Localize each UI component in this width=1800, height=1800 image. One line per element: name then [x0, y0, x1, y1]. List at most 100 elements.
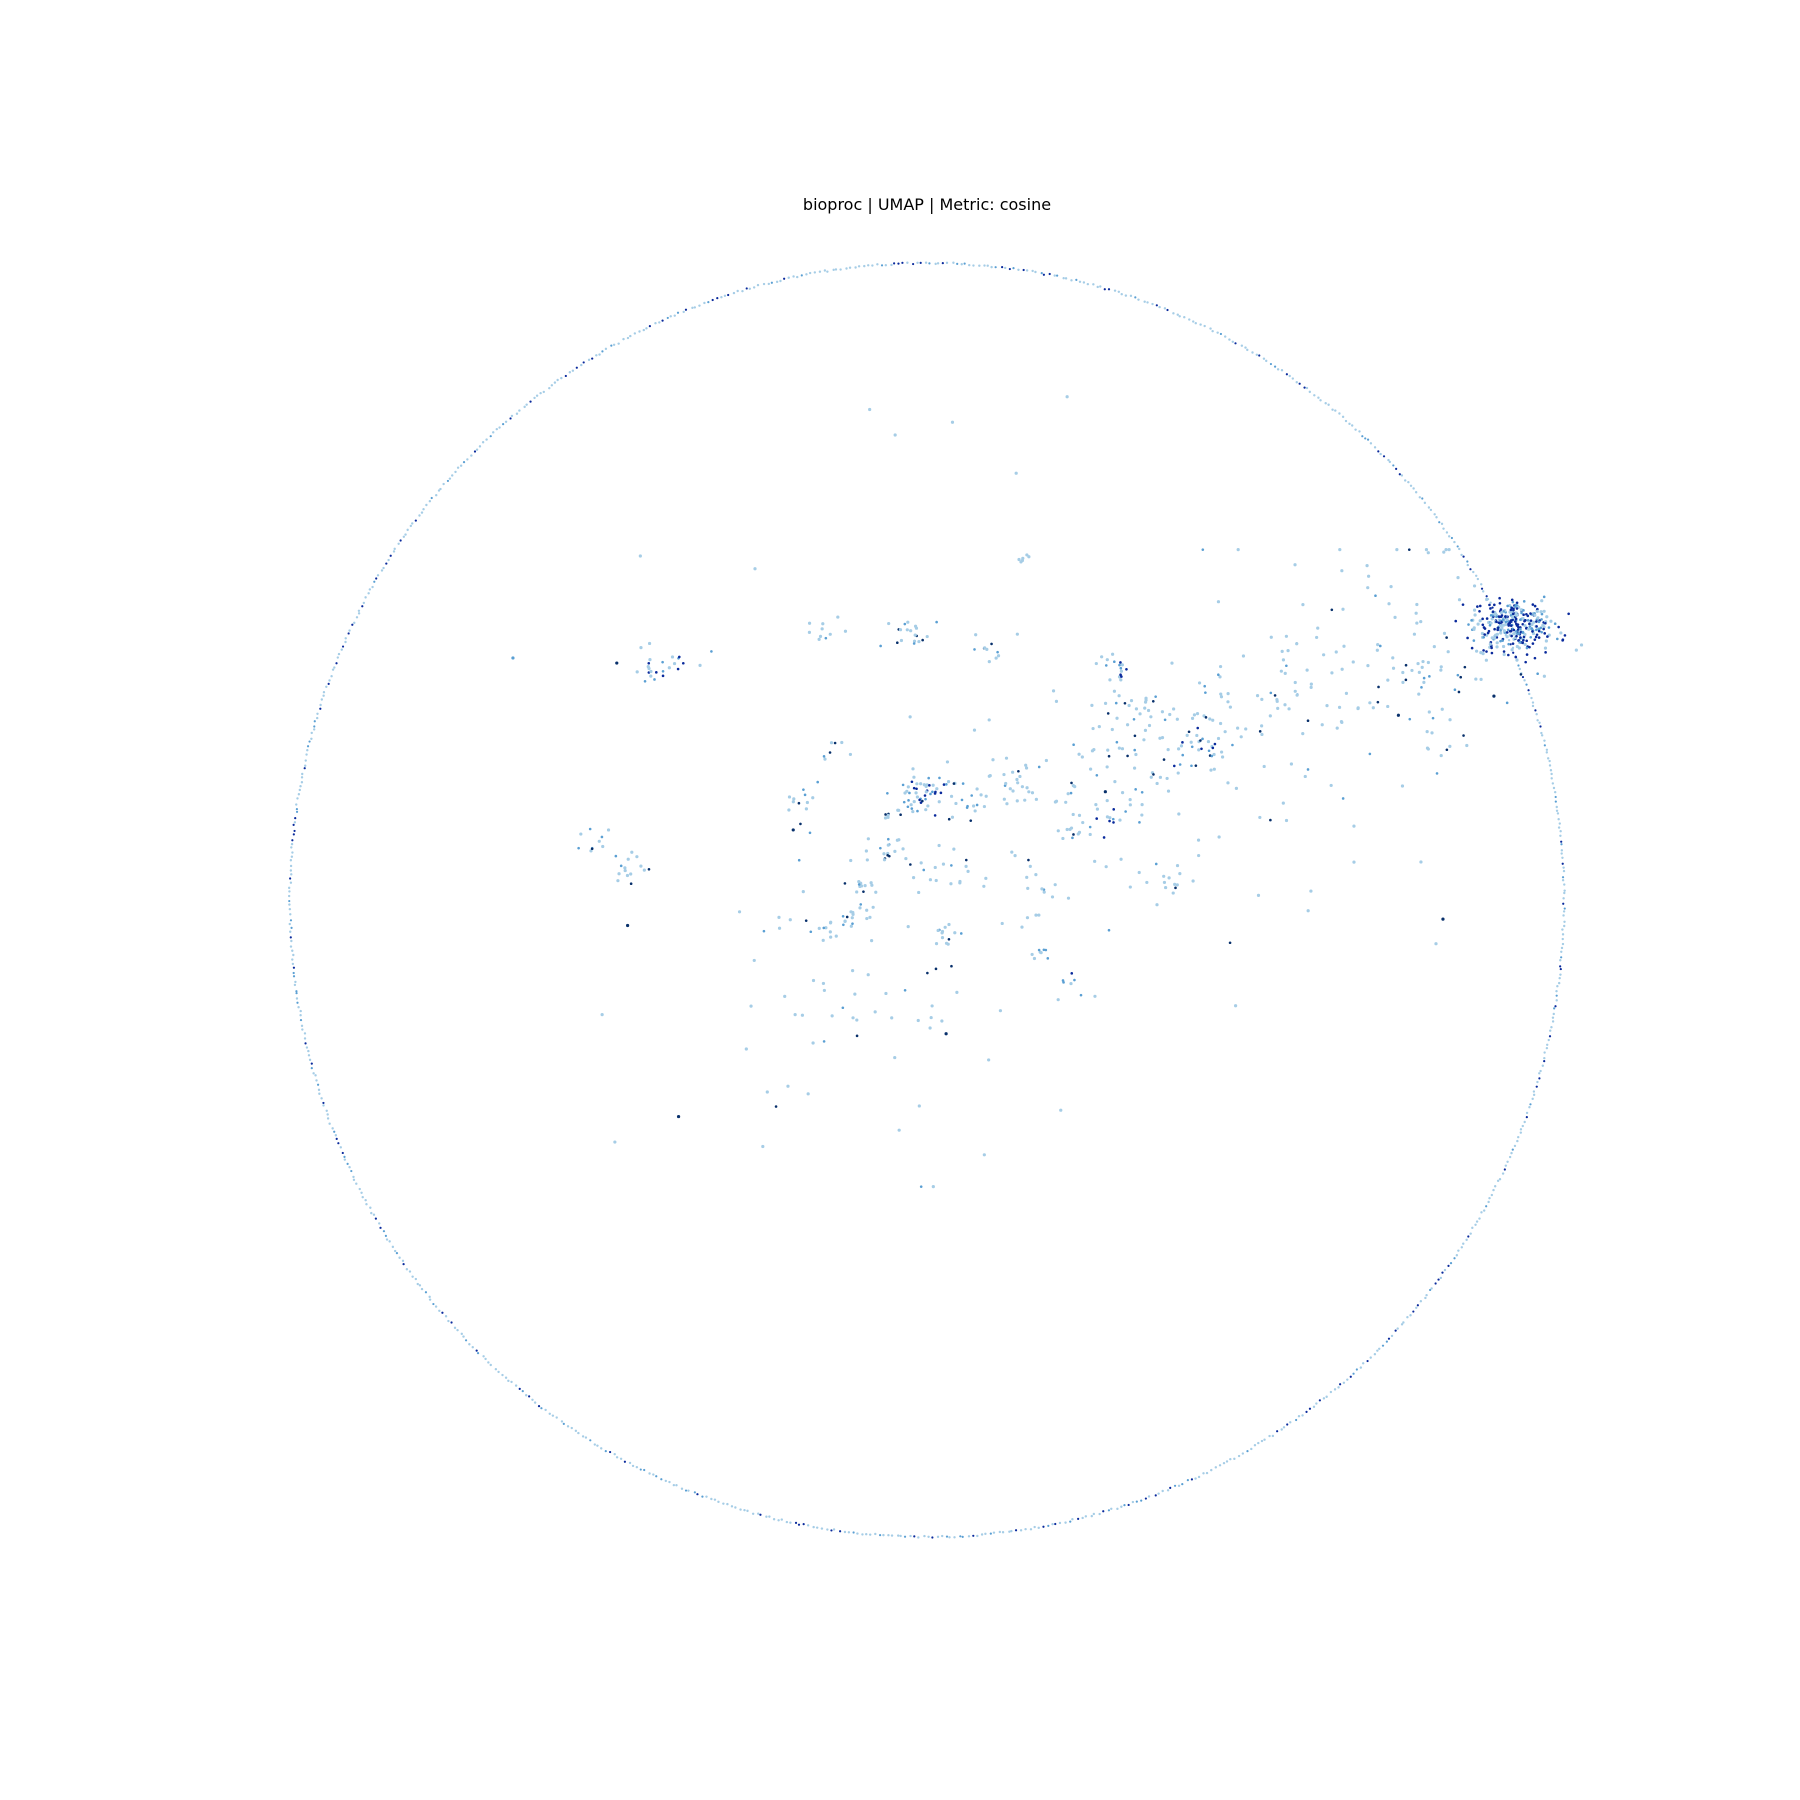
boundary-point — [1387, 1337, 1391, 1340]
boundary-point — [1387, 458, 1390, 462]
data-point — [822, 988, 826, 993]
isolated-point — [1492, 694, 1496, 698]
boundary-point — [1155, 304, 1158, 307]
boundary-point — [296, 1001, 299, 1004]
cluster-point — [1160, 710, 1165, 714]
boundary-point — [1538, 1072, 1541, 1075]
cluster-point — [1119, 666, 1123, 670]
data-point — [1376, 643, 1380, 647]
boundary-point — [730, 1505, 734, 1508]
cluster-point — [941, 862, 946, 866]
boundary-point — [1092, 283, 1095, 286]
data-point — [1119, 857, 1123, 861]
boundary-point — [992, 1531, 996, 1534]
boundary-point — [1560, 852, 1563, 855]
data-point — [1419, 620, 1423, 624]
cluster-point — [647, 641, 652, 646]
boundary-point — [535, 394, 539, 397]
cluster-point — [829, 920, 833, 924]
cluster-point — [1105, 658, 1109, 662]
boundary-point — [1559, 959, 1562, 962]
cluster-point — [1068, 827, 1072, 831]
boundary-point — [1229, 1457, 1232, 1461]
boundary-point — [717, 1500, 720, 1504]
boundary-point — [357, 612, 361, 615]
cluster-point — [590, 847, 594, 851]
cluster-point — [1073, 978, 1076, 982]
boundary-point — [335, 1137, 338, 1140]
cluster-point — [1510, 648, 1514, 652]
boundary-point — [1295, 1418, 1298, 1422]
boundary-point — [1395, 467, 1398, 470]
boundary-point — [1562, 869, 1566, 873]
data-point — [1212, 752, 1216, 757]
cluster-point — [623, 868, 627, 873]
cluster-point — [1189, 740, 1193, 744]
cluster-point — [1039, 951, 1043, 955]
boundary-point — [1338, 412, 1341, 415]
cluster-point — [589, 849, 593, 853]
boundary-point — [295, 990, 298, 993]
boundary-point — [392, 550, 396, 553]
boundary-point — [1199, 323, 1202, 326]
boundary-point — [1504, 1164, 1508, 1167]
cluster-point — [928, 878, 933, 882]
cluster-point — [1472, 584, 1477, 588]
cluster-point — [1472, 639, 1476, 642]
boundary-point — [1377, 450, 1380, 453]
data-point — [1158, 775, 1163, 779]
cluster-point — [807, 630, 812, 635]
boundary-point — [1069, 1520, 1072, 1523]
boundary-point — [664, 1479, 668, 1483]
cluster-point — [1025, 786, 1029, 790]
data-point — [1023, 798, 1027, 802]
cluster-point — [1542, 627, 1545, 631]
boundary-point — [1381, 1344, 1385, 1347]
boundary-point — [346, 1162, 349, 1165]
cluster-point — [937, 800, 941, 804]
boundary-point — [1268, 1434, 1271, 1438]
cluster-point — [1069, 791, 1073, 795]
data-point — [1389, 585, 1393, 589]
boundary-point — [1412, 1310, 1415, 1313]
cluster-point — [1386, 678, 1390, 682]
cluster-point — [1162, 874, 1166, 878]
boundary-point — [326, 1117, 330, 1120]
boundary-point — [852, 1531, 855, 1534]
boundary-point — [676, 311, 680, 314]
boundary-point — [887, 1534, 890, 1537]
boundary-point — [820, 1527, 824, 1530]
cluster-point — [1391, 666, 1396, 670]
cluster-point — [1342, 644, 1346, 648]
cluster-point — [947, 937, 951, 941]
boundary-point — [1382, 455, 1386, 458]
boundary-point — [1460, 553, 1463, 557]
cluster-point — [933, 814, 937, 817]
boundary-point — [562, 1422, 565, 1425]
cluster-point — [1426, 660, 1430, 665]
boundary-point — [358, 1187, 361, 1191]
cluster-point — [1120, 747, 1125, 751]
cluster-point — [1032, 956, 1037, 961]
boundary-point — [291, 851, 294, 854]
cluster-point — [936, 928, 940, 933]
boundary-point — [337, 1142, 340, 1145]
cluster-point — [1495, 641, 1499, 645]
cluster-point — [950, 815, 955, 819]
cluster-point — [1216, 736, 1221, 741]
boundary-point — [1166, 1489, 1170, 1492]
cluster-point — [1485, 617, 1489, 620]
boundary-point — [1530, 696, 1533, 700]
cluster-point — [1543, 632, 1547, 635]
boundary-point — [1107, 1509, 1111, 1512]
cluster-point — [975, 803, 979, 807]
data-point — [1341, 607, 1345, 611]
cluster-point — [1119, 661, 1122, 664]
cluster-point — [1527, 627, 1531, 631]
boundary-point — [1124, 294, 1128, 297]
boundary-point — [1295, 381, 1298, 384]
boundary-point — [770, 281, 773, 284]
boundary-point — [1378, 1347, 1381, 1350]
cluster-point — [1414, 611, 1418, 615]
cluster-point — [1011, 789, 1015, 793]
